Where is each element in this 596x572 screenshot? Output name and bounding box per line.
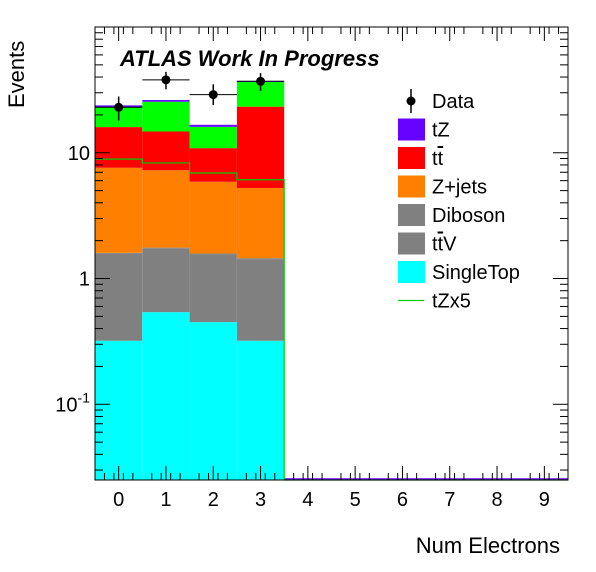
bar-z-jets-0 xyxy=(95,167,143,253)
bar-ttbar-2 xyxy=(189,148,237,182)
data-point-2 xyxy=(208,90,218,100)
bar-tz-2 xyxy=(189,126,237,149)
bar-ttbarv-2 xyxy=(189,254,237,323)
y-axis-title: Events xyxy=(4,41,29,108)
legend-swatch xyxy=(398,232,425,255)
legend-entry-z-jets: Z+jets xyxy=(398,175,487,199)
y-tick-label: 10-1 xyxy=(55,389,90,416)
legend-swatch xyxy=(398,175,425,198)
bar-singletop-3 xyxy=(236,340,285,480)
legend-swatch xyxy=(398,261,425,283)
x-tick-label-1: 1 xyxy=(160,489,171,511)
bar-ttbarv-3 xyxy=(236,259,285,341)
bar-z-jets-1 xyxy=(142,170,190,248)
legend-swatch xyxy=(398,118,425,141)
bar-diboson-2 xyxy=(189,253,237,255)
bar-ttbar-1 xyxy=(142,131,190,171)
bar-z-jets-3 xyxy=(236,187,285,259)
legend-entry-ttbar: tt xyxy=(398,147,444,170)
axes-group: 0 1 2 3 4 5 6 7 8 9 10-1 1 10 xyxy=(55,26,568,511)
bar-ttbar-3 xyxy=(236,106,285,188)
x-tick-label-0: 0 xyxy=(113,489,124,511)
data-point-3 xyxy=(256,76,266,86)
y-tick-label: 1 xyxy=(79,269,90,291)
x-tick-label-4: 4 xyxy=(302,489,313,511)
bar-tz-1 xyxy=(142,101,190,132)
legend-label: Z+jets xyxy=(432,177,487,199)
legend-entry-diboson: Diboson xyxy=(398,204,505,227)
legend-entry-ttbarv: ttV xyxy=(398,232,457,256)
bar-z-jets-2 xyxy=(189,181,237,254)
bar-ttbarv-1 xyxy=(142,248,190,313)
legend-label: tZ xyxy=(432,120,450,142)
bar-diboson-1 xyxy=(142,247,190,249)
bar-ttbar-0 xyxy=(95,127,143,168)
y-tick-label: 10 xyxy=(68,143,90,165)
x-axis-title: Num Electrons xyxy=(416,533,560,558)
legend-label: Diboson xyxy=(432,205,505,227)
legend: Data tZ tt Z+jets Diboson ttV SingleTop tZx5 xyxy=(398,89,520,313)
legend-swatch xyxy=(398,147,425,169)
bar-diboson-0 xyxy=(95,252,143,254)
legend-label: tZx5 xyxy=(432,291,471,313)
legend-label: Data xyxy=(432,91,475,113)
legend-entry-data: Data xyxy=(406,89,475,113)
legend-label: SingleTop xyxy=(432,262,520,284)
x-tick-label-5: 5 xyxy=(350,489,361,511)
legend-entry-tzx5: tZx5 xyxy=(398,291,471,313)
x-tick-label-3: 3 xyxy=(255,489,266,511)
bar-tz-1 xyxy=(142,100,190,102)
data-points-group xyxy=(95,71,285,121)
legend-entry-singletop: SingleTop xyxy=(398,261,520,284)
chart-title: ATLAS Work In Progress xyxy=(119,46,380,71)
legend-swatch xyxy=(398,204,425,226)
legend-label: ttV xyxy=(432,234,457,256)
bar-tz-2 xyxy=(189,124,237,127)
legend-label: tt xyxy=(432,148,444,170)
bar-diboson-3 xyxy=(236,258,285,260)
bar-ttbarv-0 xyxy=(95,253,143,341)
bar-singletop-2 xyxy=(189,322,237,480)
x-tick-label-9: 9 xyxy=(539,489,550,511)
x-tick-label-2: 2 xyxy=(208,489,219,511)
plot-frame xyxy=(94,26,569,481)
data-point-0 xyxy=(114,102,124,112)
x-tick-label-8: 8 xyxy=(491,489,502,511)
bar-singletop-1 xyxy=(142,312,190,480)
legend-entry-tz: tZ xyxy=(398,118,450,142)
x-tick-label-7: 7 xyxy=(444,489,455,511)
stacked-bars xyxy=(95,80,568,480)
x-tick-label-6: 6 xyxy=(397,489,408,511)
data-point-1 xyxy=(161,75,171,85)
legend-data-marker xyxy=(406,96,416,106)
